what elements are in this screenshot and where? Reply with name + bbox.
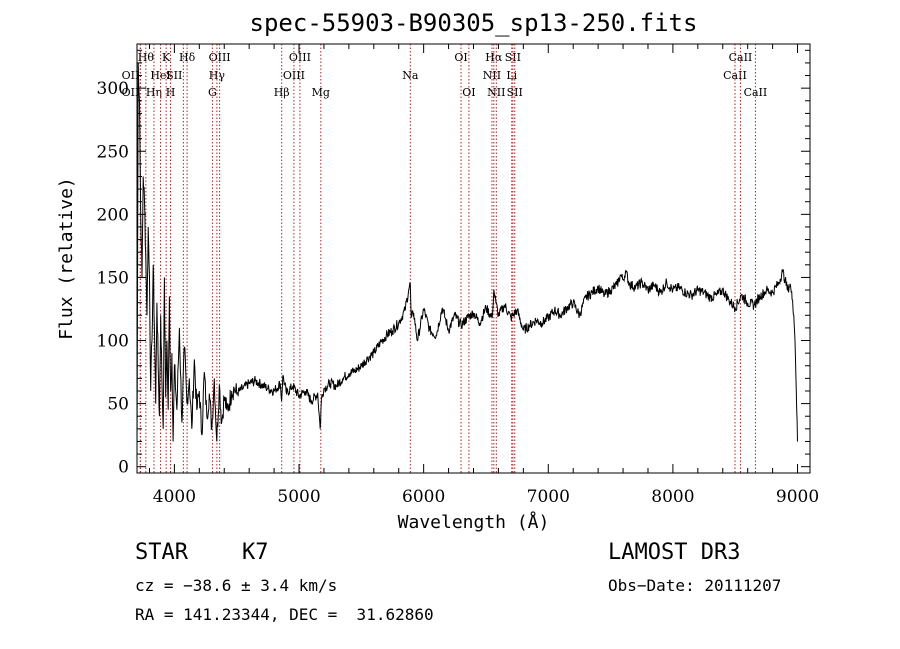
line-marker-label-14: OIII (289, 51, 311, 64)
line-marker-label-12: Hβ (274, 86, 290, 99)
y-tick-label: 0 (118, 458, 129, 478)
line-marker-label-21: NII (487, 86, 505, 99)
x-axis-label: Wavelength (Å) (398, 511, 550, 533)
y-tick-label: 300 (97, 79, 129, 99)
line-marker-label-16: Na (402, 69, 419, 82)
line-marker-label-18: OI (462, 86, 475, 99)
line-marker-label-7: SII (166, 69, 182, 82)
x-tick-label: 5000 (277, 487, 320, 507)
line-marker-label-13: OIII (283, 69, 305, 82)
y-axis-label: Flux (relative) (56, 177, 77, 340)
x-tick-label: 9000 (776, 487, 819, 507)
line-marker-label-5: K (162, 51, 171, 64)
y-tick-label: 200 (97, 205, 129, 225)
plot-frame (136, 43, 811, 474)
line-marker-label-3: Hη (146, 86, 162, 99)
sky-coordinates: RA = 141.23344, DEC = 31.62860 (135, 605, 434, 624)
line-marker-label-25: CaII (723, 69, 747, 82)
line-marker-label-11: OIII (209, 51, 231, 64)
spectrum-line (136, 62, 798, 461)
line-marker-label-24: SII (507, 86, 523, 99)
line-marker-label-0: OII (122, 69, 140, 82)
chart-title: spec-55903-B90305_sp13-250.fits (250, 9, 698, 37)
line-marker-label-20: Hα (485, 51, 503, 64)
object-class: STAR (135, 540, 188, 565)
redshift-velocity: cz = −38.6 ± 3.4 km/s (135, 576, 338, 595)
line-marker-label-2: Hθ (138, 51, 155, 64)
object-subclass: K7 (242, 540, 269, 565)
line-marker-label-19: NII (483, 69, 501, 82)
y-tick-label: 150 (97, 268, 129, 288)
x-tick-label: 4000 (153, 487, 196, 507)
y-tick-label: 250 (97, 142, 129, 162)
line-marker-label-9: G (208, 86, 217, 99)
line-marker-label-23: SII (505, 51, 521, 64)
line-marker-label-27: CaII (744, 86, 768, 99)
line-marker-label-15: Mg (312, 86, 330, 99)
x-tick-label: 6000 (402, 487, 445, 507)
survey-name: LAMOST DR3 (608, 540, 741, 565)
line-marker-label-22: Li (506, 69, 517, 82)
y-tick-label: 100 (97, 332, 129, 352)
line-marker-label-1: OII (122, 86, 140, 99)
x-tick-label: 7000 (527, 487, 570, 507)
spectrum-chart: spec-55903-B90305_sp13-250.fits OII OII Hθ H… (56, 9, 819, 533)
x-tick-label: 8000 (651, 487, 694, 507)
line-marker-label-10: Hγ (209, 69, 226, 82)
y-tick-label: 50 (107, 395, 129, 415)
observation-date: Obs−Date: 20111207 (608, 576, 782, 595)
line-marker-label-17: OI (454, 51, 467, 64)
line-marker-label-6: H (166, 86, 176, 99)
line-marker-label-26: CaII (729, 51, 753, 64)
line-marker-label-8: Hδ (179, 51, 196, 64)
